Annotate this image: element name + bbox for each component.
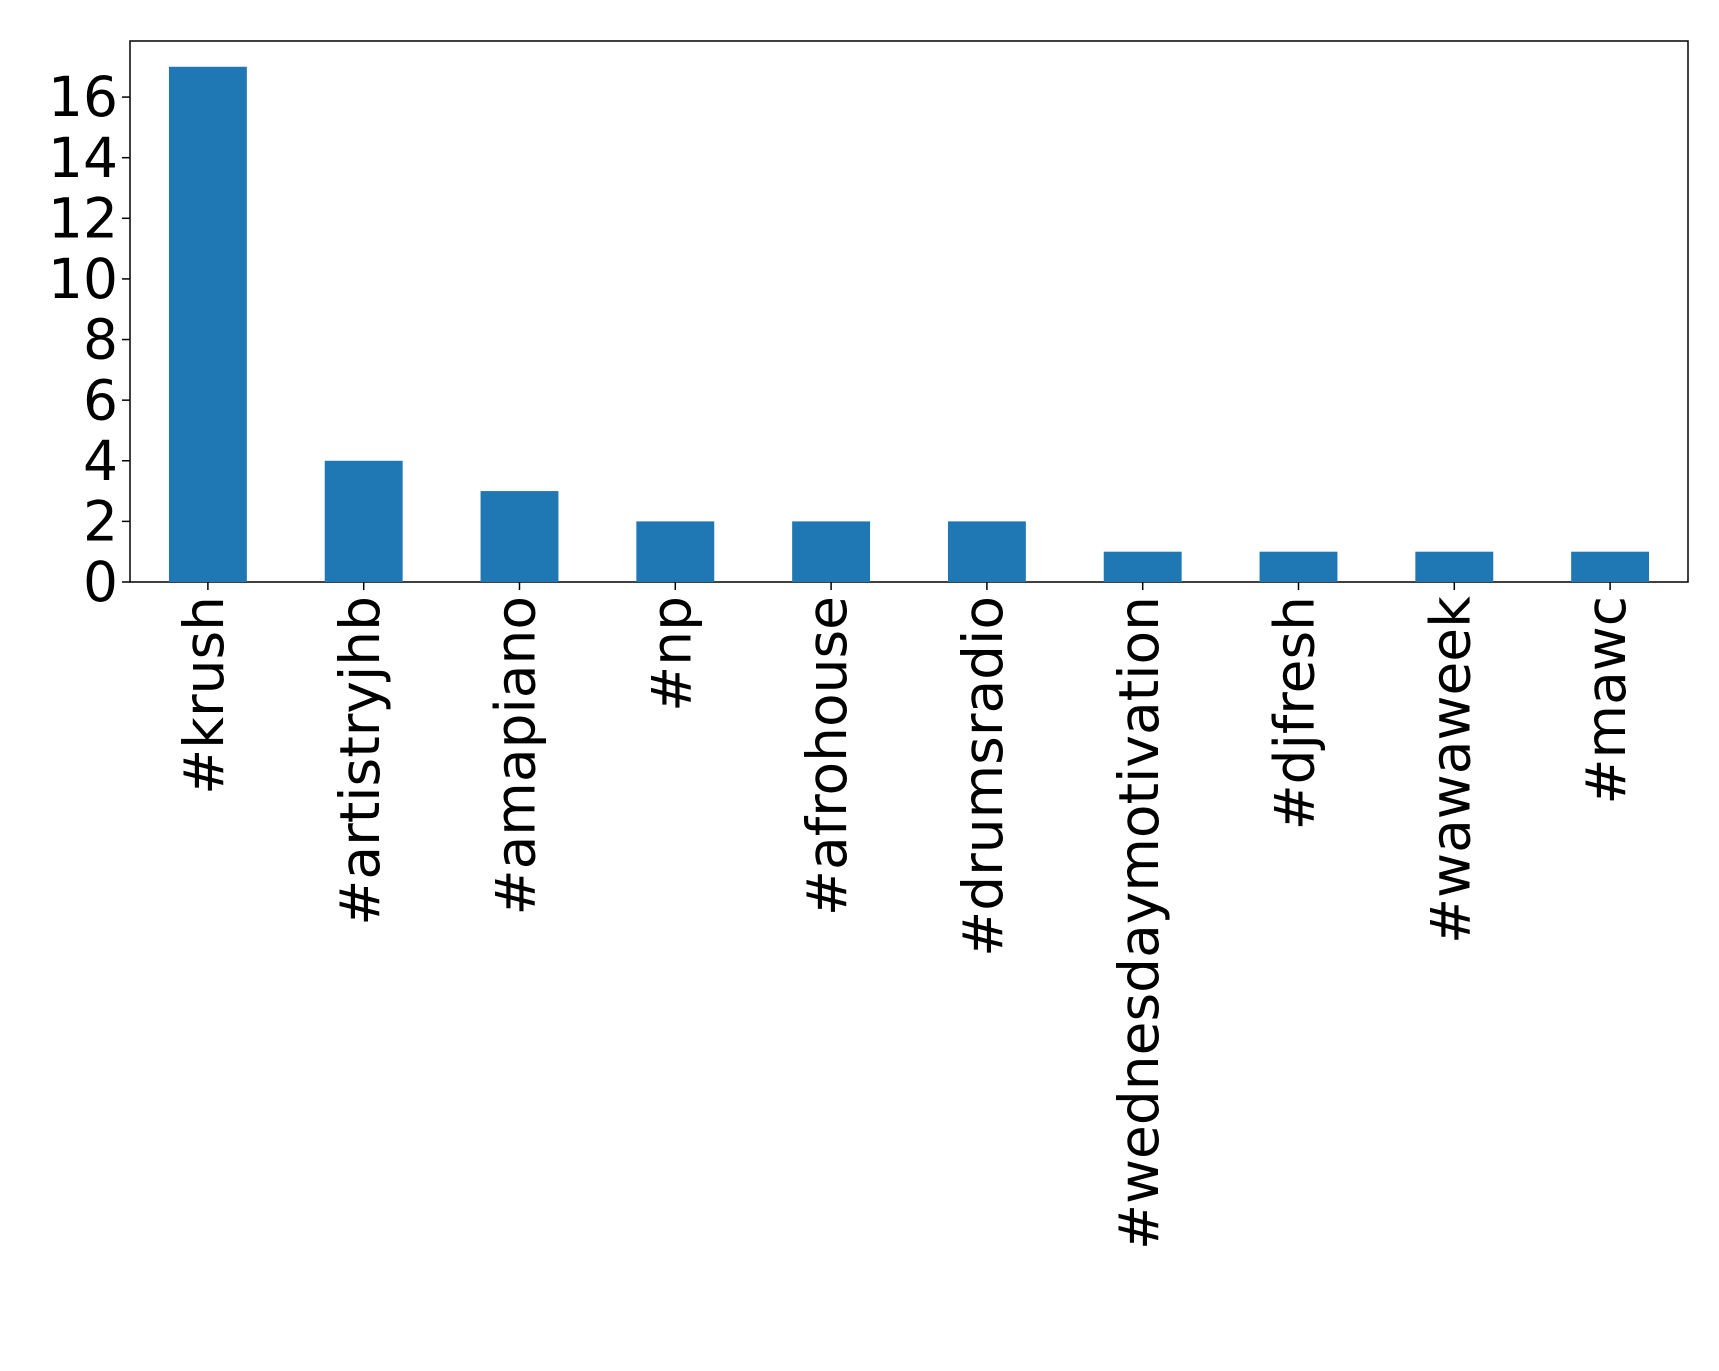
x-tick-label: #wednesdaymotivation xyxy=(1107,596,1171,1250)
bar xyxy=(1259,551,1338,582)
y-tick-label: 12 xyxy=(48,186,118,250)
bar xyxy=(168,66,247,582)
x-tick-label: #afrohouse xyxy=(795,596,859,916)
bar xyxy=(1571,551,1650,582)
y-tick-label: 16 xyxy=(48,65,118,129)
bar xyxy=(636,521,715,582)
y-tick-label: 0 xyxy=(83,550,118,614)
bar xyxy=(324,460,403,582)
bar xyxy=(1103,551,1182,582)
bar xyxy=(947,521,1026,582)
plot-frame xyxy=(129,40,1689,583)
y-tick-label: 2 xyxy=(83,490,118,554)
y-tick-label: 4 xyxy=(83,429,118,493)
y-tick-label: 6 xyxy=(83,368,118,432)
x-tick-label: #artistryjhb xyxy=(328,596,392,926)
x-tick-label: #krush xyxy=(172,596,236,795)
y-tick-label: 14 xyxy=(48,126,118,190)
x-tick-label: #np xyxy=(639,596,703,712)
y-tick-label: 8 xyxy=(83,308,118,372)
x-tick-label: #djfresh xyxy=(1263,596,1327,830)
y-tick-label: 10 xyxy=(48,247,118,311)
x-tick-label: #mawc xyxy=(1574,596,1638,805)
x-tick-label: #drumsradio xyxy=(951,596,1015,957)
x-tick-label: #wawaweek xyxy=(1418,596,1482,944)
bar xyxy=(1415,551,1494,582)
bar xyxy=(792,521,871,582)
bar xyxy=(480,491,559,582)
x-tick-label: #amapiano xyxy=(484,596,548,915)
